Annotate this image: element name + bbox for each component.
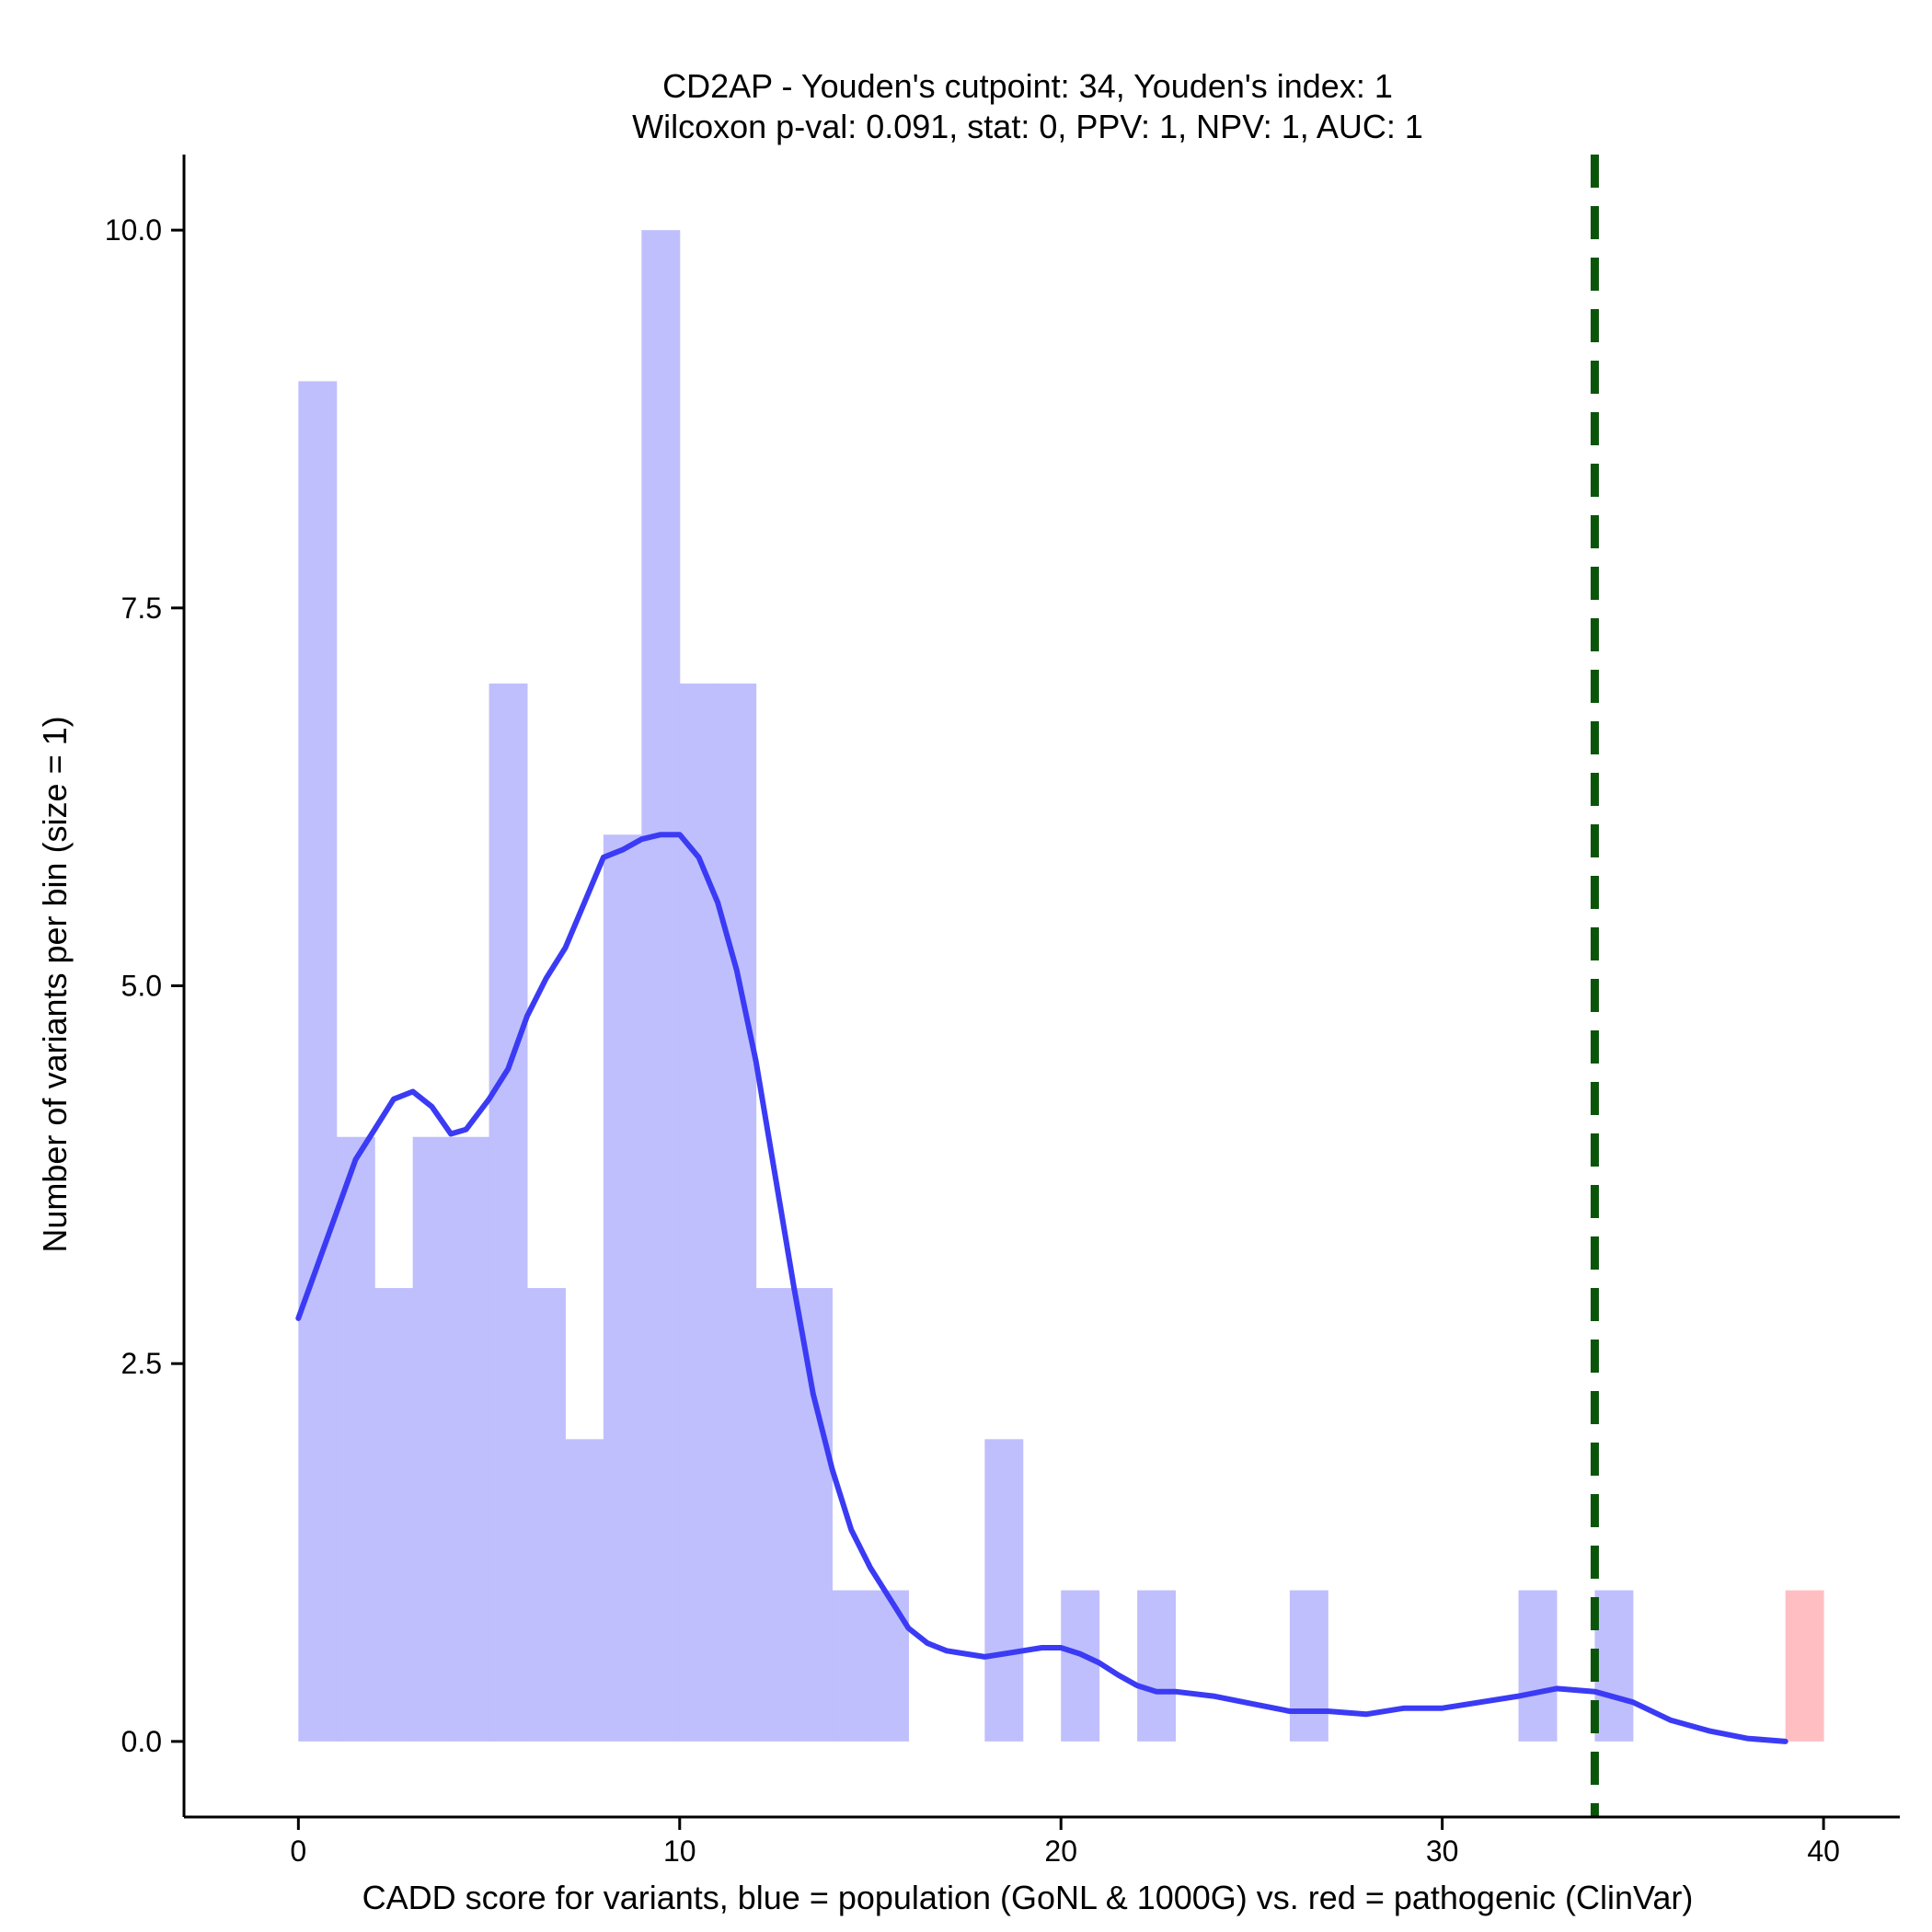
x-axis-label: CADD score for variants, blue = populati…: [362, 1879, 1694, 1916]
population-bar-3: [412, 1136, 452, 1742]
x-tick-label-10: 10: [663, 1834, 696, 1868]
population-bar-9: [641, 230, 681, 1742]
x-tick-label-40: 40: [1807, 1834, 1840, 1868]
population-bar-18: [984, 1439, 1024, 1742]
y-tick-label-5: 5.0: [121, 970, 162, 1003]
y-axis-label: Number of variants per bin (size = 1): [36, 716, 74, 1252]
population-bar-11: [718, 683, 757, 1742]
y-tick-label-0: 0.0: [121, 1725, 162, 1758]
population-bar-0: [298, 381, 338, 1742]
population-bar-8: [603, 834, 642, 1742]
population-density-curve: [295, 832, 1788, 1744]
y-tick-label-7.5: 7.5: [121, 592, 162, 625]
pathogenic-bars: [1785, 1590, 1824, 1742]
chart-subtitle: Wilcoxon p-val: 0.091, stat: 0, PPV: 1, …: [632, 108, 1423, 145]
population-bar-15: [870, 1590, 909, 1742]
y-axis-ticks: 0.0 2.5 5.0 7.5 10.0: [105, 213, 184, 1758]
population-bar-12: [755, 1288, 795, 1742]
population-bar-7: [565, 1439, 604, 1742]
population-bars: [298, 230, 1634, 1742]
population-bar-34: [1594, 1590, 1634, 1742]
population-bar-20: [1061, 1590, 1100, 1742]
population-bar-2: [374, 1288, 414, 1742]
y-tick-label-10: 10.0: [105, 213, 162, 247]
population-bar-5: [489, 683, 528, 1742]
population-bar-32: [1518, 1590, 1558, 1742]
pathogenic-bar-39: [1785, 1590, 1824, 1742]
population-bar-13: [794, 1288, 834, 1742]
population-bar-1: [336, 1136, 375, 1742]
population-bar-26: [1289, 1590, 1328, 1742]
x-tick-label-20: 20: [1044, 1834, 1077, 1868]
x-tick-label-0: 0: [290, 1834, 306, 1868]
population-bar-14: [832, 1590, 871, 1742]
population-bar-22: [1137, 1590, 1177, 1742]
x-tick-label-30: 30: [1426, 1834, 1459, 1868]
population-bar-6: [527, 1288, 566, 1742]
population-bar-4: [451, 1136, 490, 1742]
chart-title: CD2AP - Youden's cutpoint: 34, Youden's …: [662, 67, 1393, 105]
y-tick-label-2.5: 2.5: [121, 1347, 162, 1380]
x-axis-ticks: 0 10 20 30 40: [290, 1817, 1840, 1868]
